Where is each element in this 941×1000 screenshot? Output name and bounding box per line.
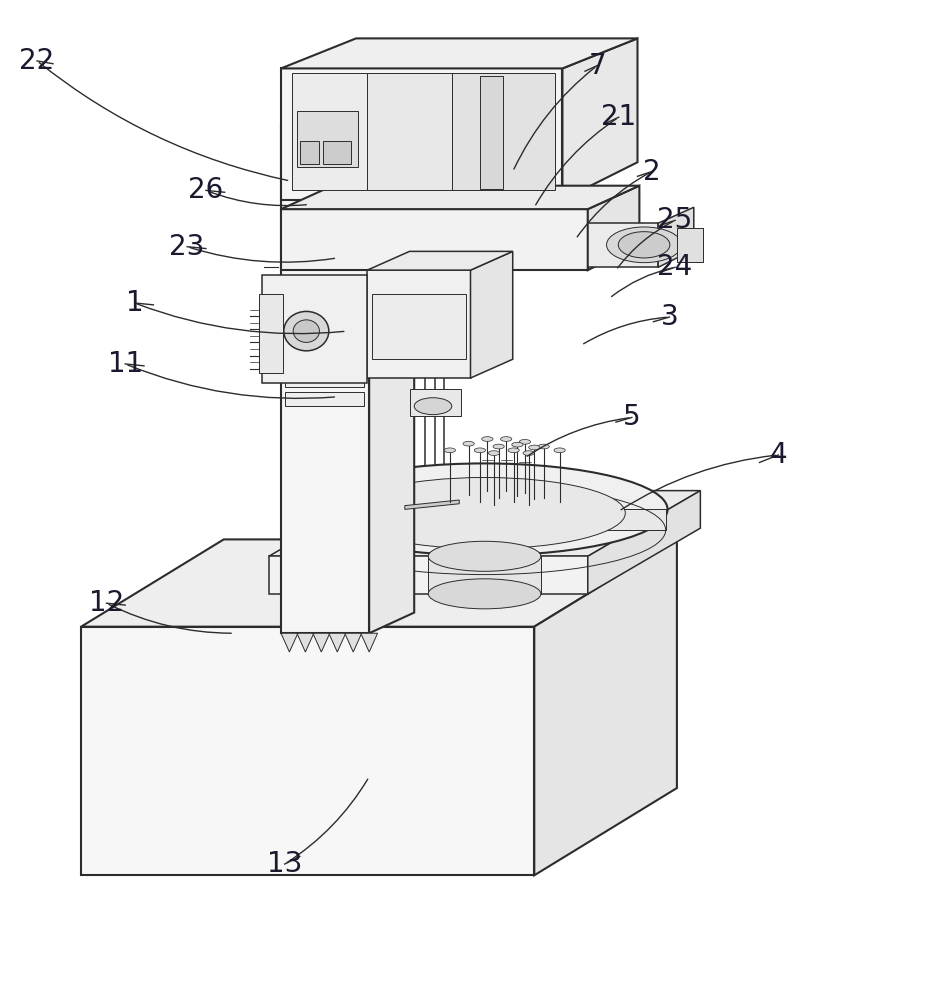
Polygon shape (269, 491, 700, 556)
Polygon shape (344, 633, 361, 652)
Polygon shape (588, 223, 658, 267)
Ellipse shape (512, 442, 523, 447)
Polygon shape (312, 633, 329, 652)
Polygon shape (260, 294, 283, 373)
Polygon shape (452, 73, 555, 190)
Polygon shape (428, 556, 541, 594)
Ellipse shape (474, 448, 486, 453)
Text: 24: 24 (658, 253, 693, 281)
Polygon shape (281, 125, 369, 633)
Bar (300, 141, 318, 164)
Polygon shape (281, 68, 563, 200)
Polygon shape (658, 207, 694, 267)
Polygon shape (360, 633, 377, 652)
Text: 4: 4 (770, 441, 787, 469)
Ellipse shape (488, 451, 500, 455)
Text: 26: 26 (188, 176, 224, 204)
Polygon shape (81, 539, 677, 627)
Ellipse shape (501, 437, 512, 441)
Bar (297, 111, 358, 167)
Text: 1: 1 (126, 289, 143, 317)
Polygon shape (367, 73, 452, 190)
Polygon shape (367, 270, 470, 378)
Text: 22: 22 (20, 47, 55, 75)
Bar (480, 76, 503, 189)
Ellipse shape (482, 437, 493, 441)
Ellipse shape (618, 232, 670, 258)
Polygon shape (677, 228, 703, 262)
Text: 3: 3 (661, 303, 678, 331)
Text: 23: 23 (169, 233, 205, 261)
Polygon shape (405, 500, 459, 509)
Ellipse shape (463, 441, 474, 446)
Ellipse shape (538, 444, 550, 449)
Ellipse shape (508, 448, 519, 453)
Text: 21: 21 (601, 103, 636, 131)
Polygon shape (304, 509, 665, 530)
Polygon shape (263, 275, 367, 383)
Ellipse shape (493, 444, 504, 449)
Polygon shape (367, 251, 513, 270)
Ellipse shape (428, 541, 541, 571)
Text: 13: 13 (267, 850, 302, 878)
Polygon shape (534, 539, 677, 875)
Bar (285, 373, 364, 387)
Ellipse shape (302, 463, 667, 555)
Text: 5: 5 (623, 403, 641, 431)
Bar (285, 392, 364, 406)
Polygon shape (269, 556, 588, 594)
Polygon shape (470, 251, 513, 378)
Polygon shape (409, 389, 461, 416)
Polygon shape (588, 186, 639, 270)
Polygon shape (281, 209, 588, 270)
Polygon shape (81, 627, 534, 875)
Ellipse shape (294, 320, 319, 342)
Ellipse shape (343, 477, 626, 549)
Text: 2: 2 (643, 158, 661, 186)
Polygon shape (369, 104, 414, 633)
Ellipse shape (607, 227, 681, 263)
Ellipse shape (428, 579, 541, 609)
Text: 7: 7 (588, 52, 606, 80)
Ellipse shape (284, 311, 328, 351)
Polygon shape (297, 633, 313, 652)
Polygon shape (281, 633, 298, 652)
Ellipse shape (529, 445, 540, 450)
Polygon shape (281, 104, 414, 125)
Polygon shape (563, 38, 637, 200)
Polygon shape (281, 38, 637, 68)
Text: 25: 25 (658, 206, 693, 234)
Polygon shape (281, 186, 639, 209)
Text: 11: 11 (107, 350, 143, 378)
Ellipse shape (519, 439, 531, 444)
Ellipse shape (554, 448, 566, 453)
Ellipse shape (444, 448, 455, 453)
Ellipse shape (523, 451, 534, 455)
Polygon shape (588, 491, 700, 594)
Polygon shape (293, 73, 367, 190)
Polygon shape (328, 633, 345, 652)
Polygon shape (372, 294, 466, 359)
Text: 12: 12 (88, 589, 124, 617)
Bar (323, 141, 351, 164)
Ellipse shape (414, 398, 452, 415)
